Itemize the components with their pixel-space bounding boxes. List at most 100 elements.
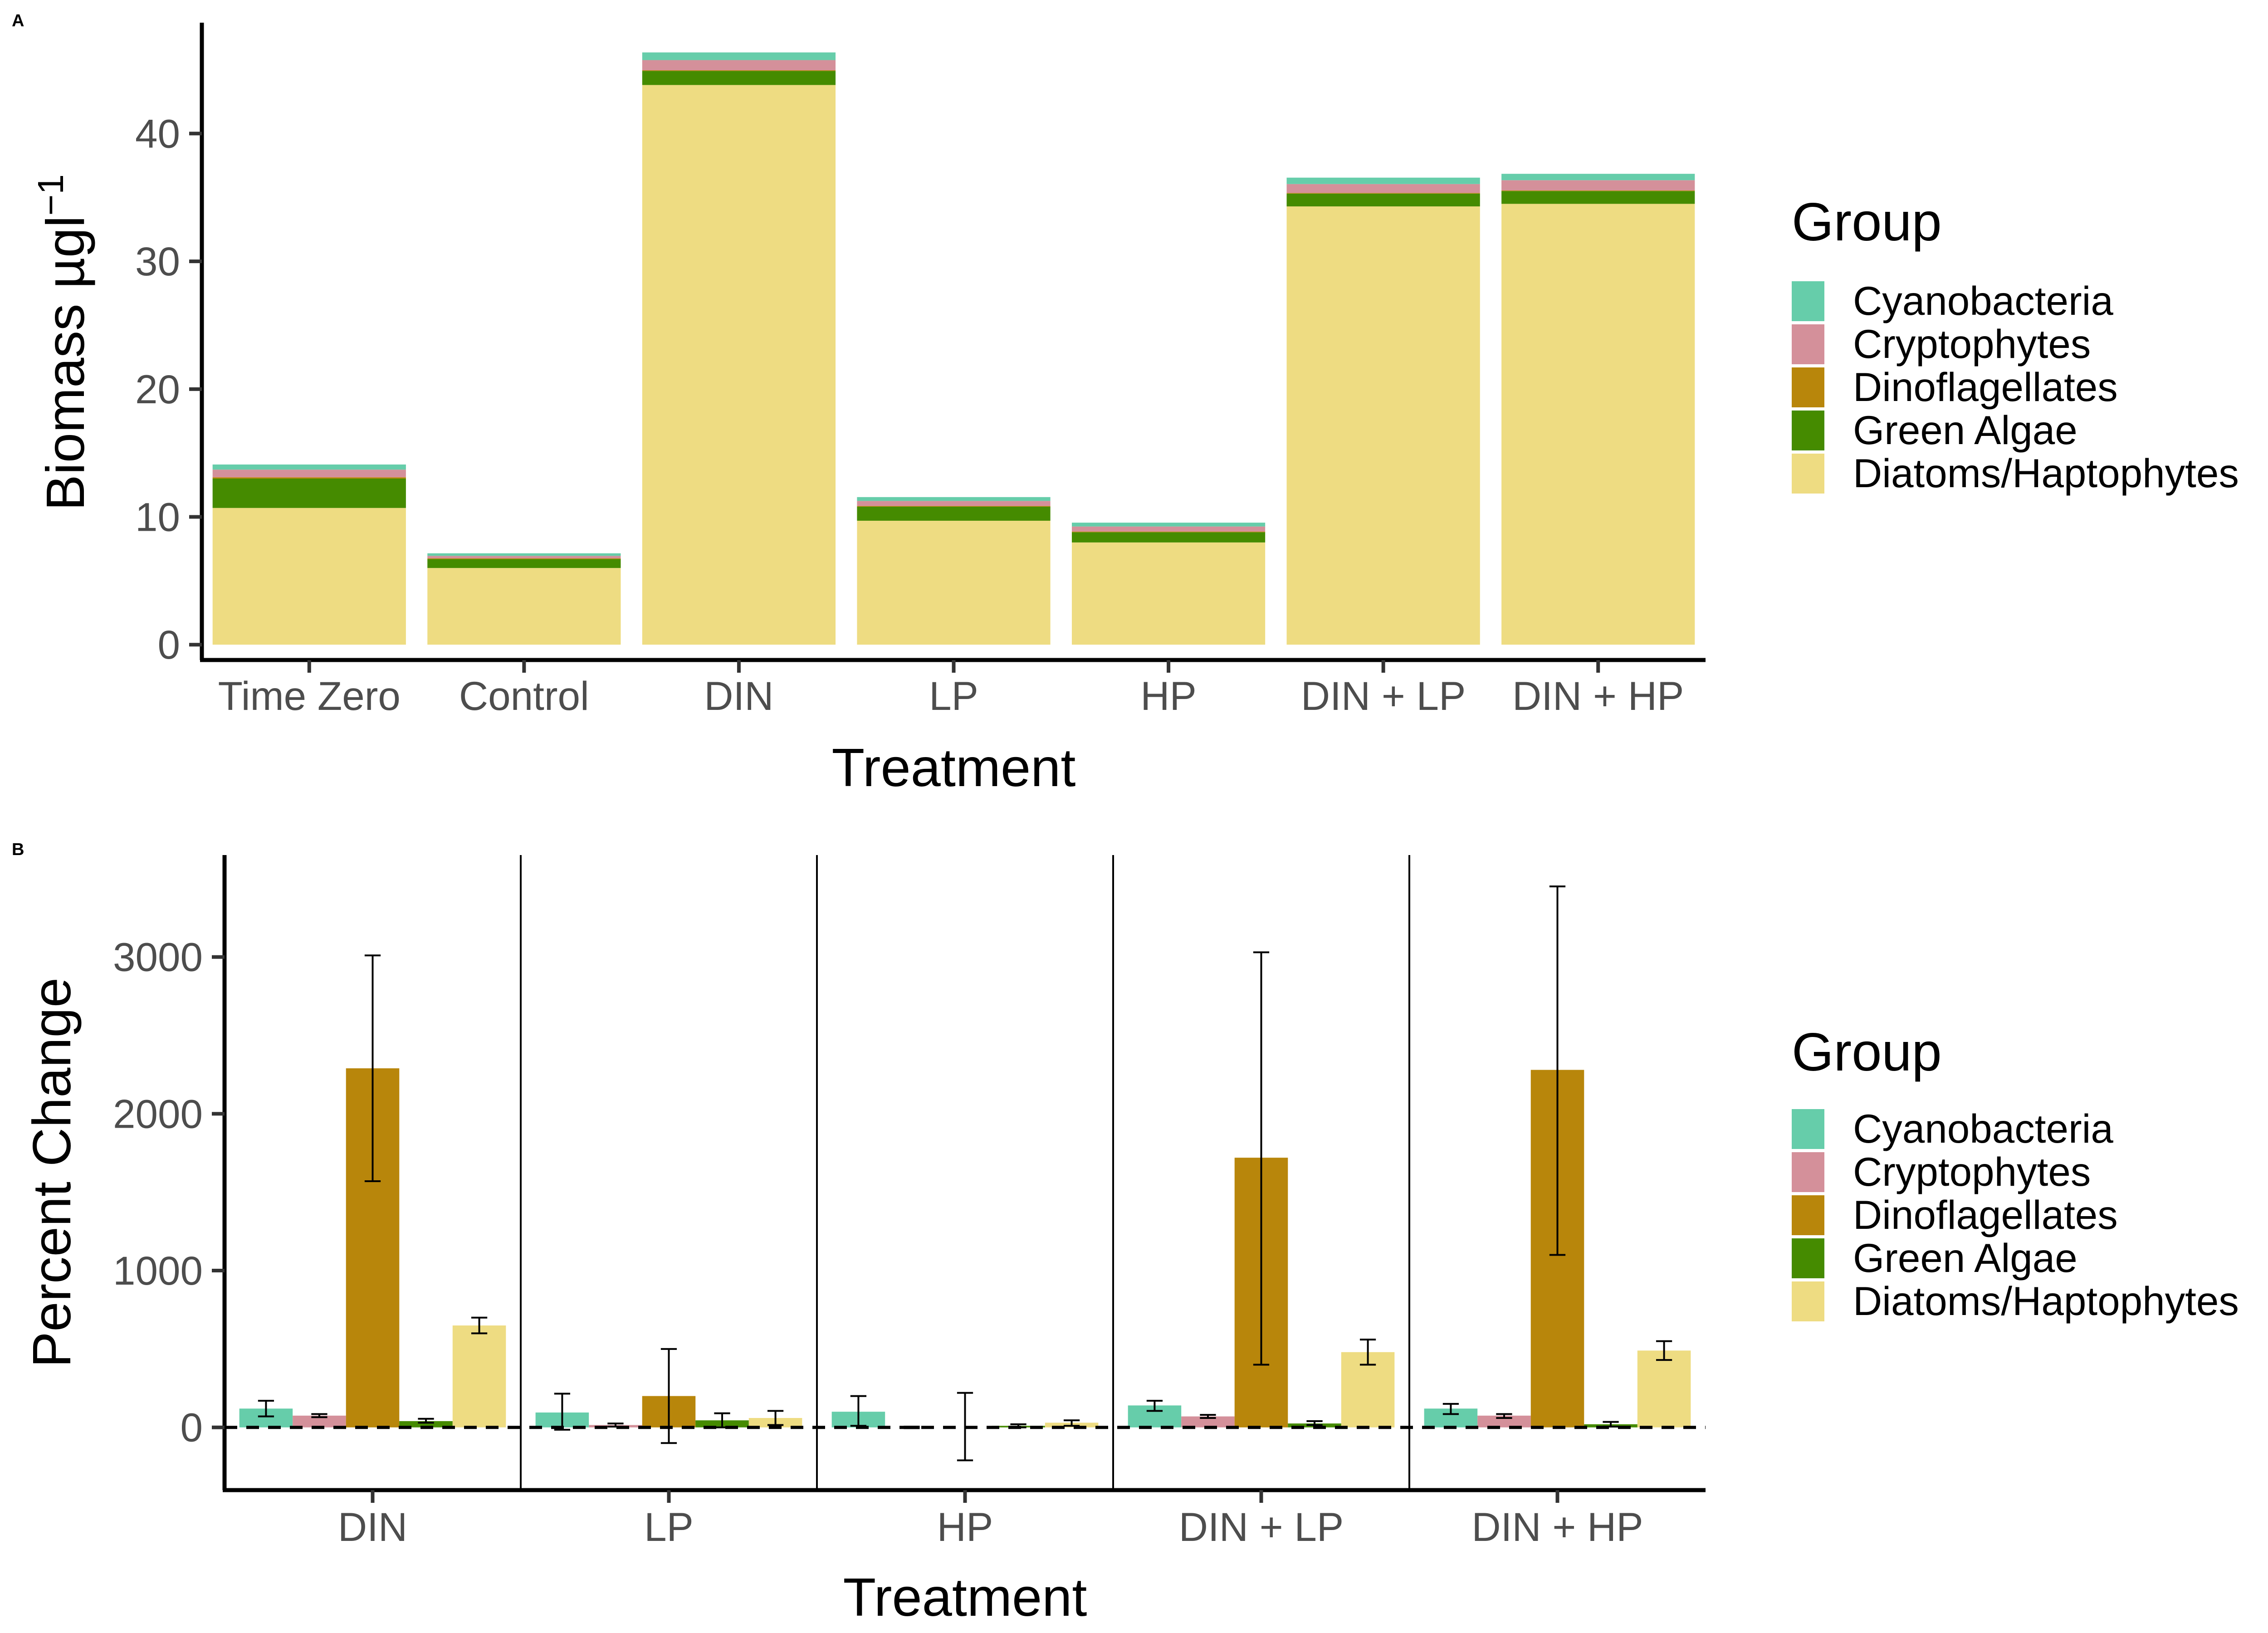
panel-a-y-axis-title-text: Biomass µgl <box>35 215 96 511</box>
error-bar-green-algae-din-lp <box>1306 1420 1323 1426</box>
legend-label-cryptophytes: Cryptophytes <box>1853 321 2091 367</box>
bar-diatoms-haptophytes-hp <box>1071 542 1266 645</box>
y-tick-label-0: 0 <box>181 1405 203 1450</box>
error-bar-diatoms-haptophytes-lp <box>767 1410 784 1426</box>
bar-cyanobacteria-time-zero <box>212 464 406 470</box>
error-bar-cyanobacteria-lp <box>554 1393 571 1431</box>
error-bar-cryptophytes-din-hp <box>1496 1413 1512 1419</box>
panel-b-legend: Group CyanobacteriaCryptophytesDinoflage… <box>1792 1022 2239 1324</box>
panel-a-bars <box>212 52 1695 645</box>
bar-dinoflagellates-time-zero <box>212 477 406 479</box>
bar-green-algae-lp <box>857 506 1051 521</box>
error-bar-cryptophytes-lp <box>607 1423 624 1428</box>
bar-cryptophytes-control <box>427 556 621 559</box>
bar-green-algae-din <box>642 71 836 85</box>
panel-b-letter: B <box>12 840 24 859</box>
bar-green-algae-din-hp <box>1501 191 1695 204</box>
y-tick-label-1000: 1000 <box>113 1248 203 1293</box>
y-tick-label-3000: 3000 <box>113 934 203 980</box>
bar-diatoms-haptophytes-din-lp <box>1286 206 1480 645</box>
bar-cyanobacteria-din-lp <box>1286 177 1480 184</box>
error-bar-cyanobacteria-din <box>258 1399 274 1418</box>
x-tick-label-lp: LP <box>644 1504 694 1550</box>
x-tick-label-din-lp: DIN + LP <box>1301 673 1466 719</box>
error-bar-cyanobacteria-din-lp <box>1146 1399 1163 1412</box>
legend-key-cyanobacteria <box>1792 1109 1824 1149</box>
bar-cryptophytes-din-lp <box>1286 184 1480 193</box>
error-bar-cyanobacteria-hp <box>850 1395 867 1427</box>
legend-key-green-algae <box>1792 411 1824 450</box>
error-bar-diatoms-haptophytes-din-lp <box>1359 1339 1376 1366</box>
y-tick-label-20: 20 <box>135 367 180 412</box>
panel-a-legend-title: Group <box>1792 192 1942 252</box>
panel-b-group-separators <box>520 855 1410 1490</box>
legend-key-dinoflagellates <box>1792 1195 1824 1235</box>
legend-key-green-algae <box>1792 1238 1824 1278</box>
bar-cryptophytes-din <box>642 60 836 70</box>
legend-label-green-algae: Green Algae <box>1853 1235 2077 1281</box>
legend-key-dinoflagellates <box>1792 367 1824 407</box>
error-bar-diatoms-haptophytes-din <box>471 1316 488 1335</box>
error-bar-green-algae-din <box>418 1418 434 1424</box>
bar-diatoms-haptophytes-lp <box>857 520 1051 645</box>
bar-diatoms-haptophytes-control <box>427 568 621 645</box>
error-bar-green-algae-lp <box>714 1412 730 1428</box>
panel-b-x-ticks: DIN LP HP DIN + LP DIN + HP <box>338 1490 1643 1550</box>
error-bar-dinoflagellates-hp <box>957 1392 973 1462</box>
error-bar-diatoms-haptophytes-din-hp <box>1656 1340 1672 1361</box>
bar-diatoms-haptophytes-din-hp <box>1501 204 1695 645</box>
x-tick-label-time-zero: Time Zero <box>218 673 401 719</box>
panel-a-y-axis-title: Biomass µgl−1 <box>30 174 96 511</box>
panel-a-x-ticks: Time Zero Control DIN LP HP DIN + LP DIN + HP <box>218 660 1684 719</box>
error-bar-cyanobacteria-din-hp <box>1442 1403 1459 1415</box>
bar-green-algae-din-lp <box>1286 193 1480 206</box>
legend-label-green-algae: Green Algae <box>1853 407 2077 453</box>
bar-dinoflagellates-lp <box>857 506 1051 507</box>
bar-green-algae-hp <box>1071 532 1266 543</box>
bar-cyanobacteria-hp <box>1071 523 1266 527</box>
y-tick-label-40: 40 <box>135 111 180 156</box>
error-bar-dinoflagellates-din <box>364 954 381 1183</box>
bar-dinoflagellates-control <box>427 558 621 559</box>
legend-key-cyanobacteria <box>1792 281 1824 321</box>
panel-b-x-axis-title: Treatment <box>843 1567 1087 1628</box>
bar-green-algae-control <box>427 559 621 568</box>
error-bar-green-algae-hp <box>1010 1423 1026 1428</box>
panel-b-bars <box>239 1068 1691 1428</box>
bar-cryptophytes-din-hp <box>1501 180 1695 191</box>
legend-label-cyanobacteria: Cyanobacteria <box>1853 1106 2113 1151</box>
x-tick-label-din-hp: DIN + HP <box>1471 1504 1643 1550</box>
x-tick-label-din: DIN <box>338 1504 407 1550</box>
x-tick-label-lp: LP <box>929 673 978 719</box>
legend-key-cryptophytes <box>1792 1152 1824 1192</box>
y-tick-label-30: 30 <box>135 239 180 284</box>
error-bar-dinoflagellates-din-lp <box>1253 951 1270 1366</box>
y-tick-label-0: 0 <box>158 622 181 667</box>
bar-cyanobacteria-control <box>427 553 621 556</box>
panel-b-legend-title: Group <box>1792 1022 1942 1082</box>
x-tick-label-hp: HP <box>1140 673 1197 719</box>
bar-cryptophytes-time-zero <box>212 469 406 478</box>
x-tick-label-hp: HP <box>937 1504 993 1550</box>
bar-diatoms-haptophytes-din <box>452 1325 506 1428</box>
y-tick-label-2000: 2000 <box>113 1091 203 1136</box>
legend-key-cryptophytes <box>1792 324 1824 364</box>
error-bar-diatoms-haptophytes-hp <box>1063 1419 1080 1427</box>
panel-a-y-axis-title-superscript: −1 <box>30 174 71 215</box>
legend-label-cyanobacteria: Cyanobacteria <box>1853 278 2113 323</box>
x-tick-label-control: Control <box>459 673 589 719</box>
error-bar-green-algae-din-hp <box>1603 1421 1619 1428</box>
x-tick-label-din: DIN <box>704 673 773 719</box>
panel-a-legend: Group CyanobacteriaCryptophytesDinoflage… <box>1792 192 2239 496</box>
bar-cryptophytes-hp <box>1071 526 1266 532</box>
error-bar-cryptophytes-din-lp <box>1200 1414 1216 1419</box>
bar-diatoms-haptophytes-din <box>642 85 836 645</box>
y-tick-label-10: 10 <box>135 494 180 540</box>
error-bar-cryptophytes-din <box>311 1413 327 1418</box>
x-tick-label-din-hp: DIN + HP <box>1512 673 1684 719</box>
bar-green-algae-time-zero <box>212 479 406 508</box>
panel-b-y-axis-title: Percent Change <box>22 978 82 1368</box>
error-bar-cryptophytes-hp <box>904 1426 920 1429</box>
bar-cryptophytes-lp <box>857 501 1051 506</box>
error-bar-dinoflagellates-din-hp <box>1549 885 1566 1256</box>
